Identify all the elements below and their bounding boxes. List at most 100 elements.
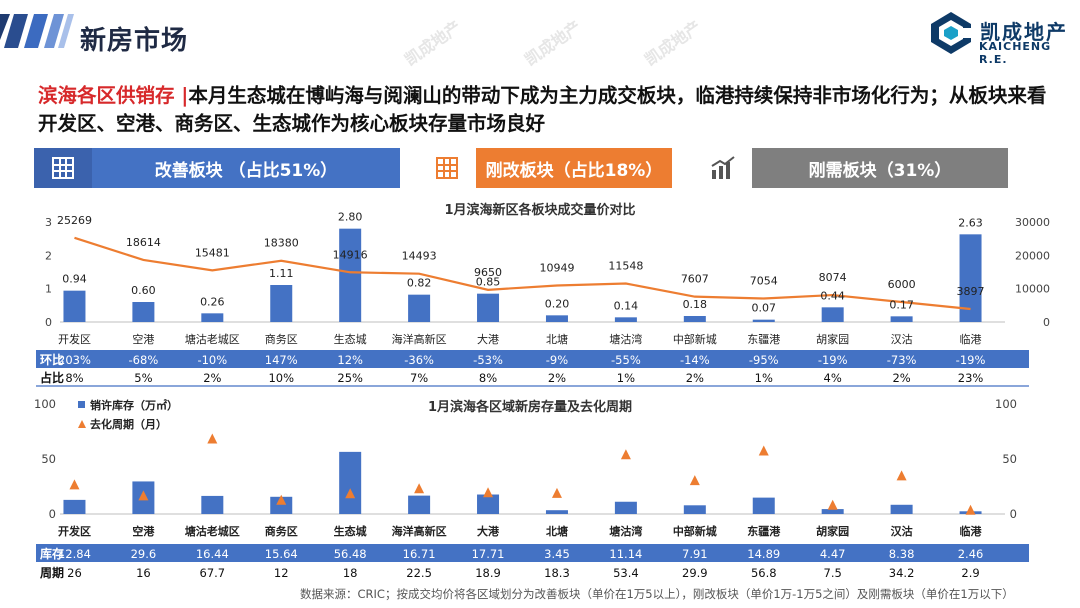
x-category-label: 北塘 [546,332,568,346]
table-cell: 56.8 [751,566,777,580]
table-cell: 8.38 [889,547,915,561]
bar-data-label: 0.94 [62,273,87,286]
logo-text-cn: 凯成地产 [980,20,1068,44]
y-right-tick-label: 10000 [1015,283,1050,296]
table-row-band [36,544,1029,562]
bar [270,496,293,514]
table-cell: 11.14 [609,547,642,561]
cycle-marker [483,487,494,498]
table-cell: -95% [749,353,779,367]
bar-data-label: 0.60 [131,284,156,297]
y-left-tick-label: 100 [34,397,56,411]
line-data-label: 15481 [195,246,230,259]
tab-label: 刚需板块（31%） [808,160,952,181]
y-right-tick-label: 0 [1043,316,1050,329]
cycle-marker [965,504,976,515]
table-cell: 7% [410,371,428,385]
x-category-label: 胡家园 [816,332,849,346]
bar [270,285,293,322]
legend-label: 去化周期（月） [90,417,167,431]
x-category-label: 大港 [477,332,499,346]
line-data-label: 6000 [888,278,916,291]
table-row-band [36,350,1029,368]
table-row-label: 库存 [40,546,64,561]
table-cell: 3.45 [544,547,570,561]
bar [408,294,431,322]
table-cell: 1% [755,371,773,385]
logo-text-en: KAICHENG R.E. [979,40,1052,66]
table-cell: 26 [67,566,82,580]
table-cell: -55% [611,353,641,367]
x-category-label: 空港 [132,524,155,538]
table-cell: -14% [680,353,710,367]
bar [614,501,637,514]
cycle-marker [138,490,149,501]
x-category-label: 空港 [132,332,154,346]
bar [63,290,86,322]
cycle-marker [896,470,907,481]
cycle-marker [689,475,700,486]
table-cell: 203% [58,353,91,367]
table-cell: 2.46 [958,547,984,561]
table-cell: 2.9 [961,566,979,580]
bar-data-label: 1.11 [269,267,294,280]
table-cell: -19% [818,353,848,367]
x-category-label: 开发区 [58,524,91,538]
legend-label: 销许库存（万㎡） [90,398,178,412]
headline-highlight: 滨海各区供销存 | [38,84,189,107]
cycle-marker [827,499,838,510]
table-cell: -53% [473,353,503,367]
table-cell: 16.44 [196,547,229,561]
cycle-marker [620,449,631,460]
line-data-label: 10949 [539,262,574,275]
x-category-label: 商务区 [265,332,298,346]
x-category-label: 生态城 [334,524,367,538]
bar [545,510,568,514]
table-cell: 1% [617,371,635,385]
cycle-marker [758,445,769,456]
y-right-tick-label: 100 [995,397,1017,411]
line-data-label: 11548 [608,260,643,273]
cycle-marker [345,488,356,499]
table-cell: 18.3 [544,566,570,580]
x-category-label: 塘沽老城区 [185,332,240,346]
table-row-label: 占比 [40,370,64,385]
price-line [74,236,971,311]
y-left-tick-label: 3 [45,216,52,229]
table-cell: -68% [129,353,159,367]
x-category-label: 临港 [960,524,983,538]
bar [890,504,913,514]
bar-data-label: 0.07 [752,302,777,315]
cycle-marker [414,483,425,494]
x-category-label: 开发区 [58,332,91,346]
table-cell: 14.89 [747,547,780,561]
chart-title: 1月滨海各区域新房存量及去化周期 [428,399,632,415]
bar [890,316,913,322]
x-category-label: 东疆港 [747,333,780,346]
table-cell: 17.71 [472,547,505,561]
table-cell: 34.2 [889,566,915,580]
table-cell: 23% [958,371,984,385]
table-cell: 53.4 [613,566,639,580]
headline: 滨海各区供销存 |本月生态城在博屿海与阅澜山的带动下成为主力成交板块，临港持续保… [38,82,1048,138]
bar [339,228,362,322]
x-category-label: 塘沽湾 [609,524,642,538]
bar [201,495,224,514]
tab-label: 刚改板块（占比18%） [485,160,663,181]
x-category-label: 临港 [960,332,982,346]
header-stripes [0,14,74,48]
bar [408,495,431,514]
table-cell: 12.84 [58,547,91,561]
table-cell: 16 [136,566,151,580]
cycle-marker [69,479,80,490]
tab-improvement-segment: 改善板块 （占比51%） [34,148,400,188]
table-cell: 16.71 [403,547,436,561]
cycle-marker [551,487,562,498]
table-cell: 29.9 [682,566,708,580]
cycle-marker [207,433,218,444]
legend-swatch-triangle [78,420,86,428]
table-cell: 2% [548,371,566,385]
table-cell: -19% [956,353,986,367]
